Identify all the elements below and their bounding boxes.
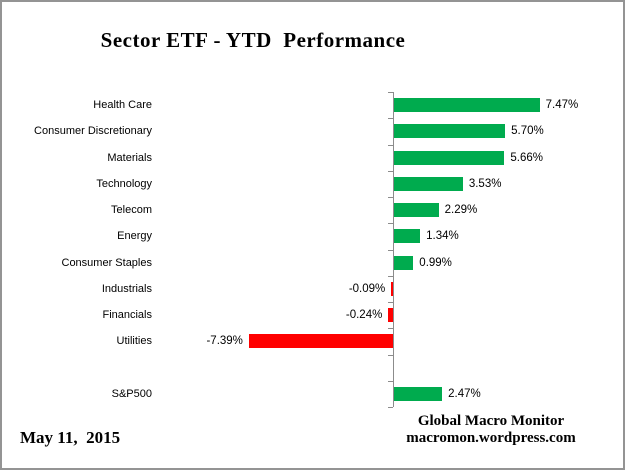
category-label: Industrials bbox=[101, 282, 152, 295]
bar-negative bbox=[391, 281, 393, 296]
bar-positive bbox=[394, 150, 505, 165]
footer-brand: Global Macro Monitor macromon.wordpress.… bbox=[378, 413, 604, 446]
category-label: Materials bbox=[107, 151, 152, 164]
category-label: Consumer Staples bbox=[61, 256, 153, 269]
value-label: 5.66% bbox=[510, 151, 543, 164]
value-label: -7.39% bbox=[206, 335, 243, 348]
chart-row: Consumer Discretionary 5.70% bbox=[2, 118, 623, 144]
bar-positive bbox=[394, 255, 414, 270]
chart-title: Sector ETF - YTD Performance bbox=[100, 28, 406, 52]
chart-row: Energy 1.34% bbox=[2, 223, 623, 249]
axis-tick bbox=[388, 118, 393, 119]
category-label: Utilities bbox=[116, 335, 152, 348]
axis-tick bbox=[388, 328, 393, 329]
value-label: 7.47% bbox=[545, 99, 579, 112]
axis-tick bbox=[388, 276, 393, 277]
category-label: Energy bbox=[117, 230, 152, 243]
footer-brand-name: Global Macro Monitor bbox=[417, 413, 565, 429]
value-label: 3.53% bbox=[468, 177, 502, 190]
axis-tick bbox=[388, 92, 393, 93]
chart-row: Consumer Staples 0.99% bbox=[2, 250, 623, 276]
chart-row: Telecom 2.29% bbox=[2, 197, 623, 223]
value-label: 0.99% bbox=[419, 256, 452, 269]
bar-positive bbox=[394, 203, 439, 218]
bar-positive bbox=[394, 229, 421, 244]
axis-tick bbox=[388, 171, 393, 172]
chart-row: Industrials -0.09% bbox=[2, 276, 623, 302]
value-label: 1.34% bbox=[426, 230, 459, 243]
category-label: Financials bbox=[102, 309, 152, 322]
category-label: Telecom bbox=[111, 204, 152, 217]
chart-row: Materials 5.66% bbox=[2, 145, 623, 171]
value-label: -0.09% bbox=[348, 282, 386, 295]
chart-row: S&P500 2.47% bbox=[2, 381, 623, 407]
category-label: Health Care bbox=[93, 99, 152, 112]
axis-tick bbox=[388, 197, 393, 198]
bar-positive bbox=[394, 386, 443, 401]
category-label: Consumer Discretionary bbox=[34, 125, 152, 138]
axis-tick bbox=[388, 355, 393, 356]
bar-positive bbox=[394, 98, 540, 113]
category-label: S&P500 bbox=[111, 387, 152, 400]
chart-row: Technology 3.53% bbox=[2, 171, 623, 197]
bar-negative bbox=[248, 334, 393, 349]
axis-tick bbox=[388, 250, 393, 251]
axis-tick bbox=[388, 145, 393, 146]
bar-positive bbox=[394, 176, 463, 191]
footer-date: May 11, 2015 bbox=[20, 428, 121, 447]
value-label: 2.47% bbox=[448, 387, 481, 400]
value-label: 2.29% bbox=[444, 204, 478, 217]
value-label: 5.70% bbox=[511, 125, 544, 138]
axis-tick bbox=[388, 381, 393, 382]
bar-positive bbox=[394, 124, 506, 139]
zero-baseline-axis bbox=[393, 92, 394, 407]
axis-tick bbox=[388, 407, 393, 408]
bar-negative bbox=[388, 308, 393, 323]
value-label: -0.24% bbox=[345, 309, 383, 322]
chart-row: Financials -0.24% bbox=[2, 302, 623, 328]
chart-spacer-row bbox=[2, 355, 623, 381]
footer-brand-url: macromon.wordpress.com bbox=[406, 429, 576, 446]
chart-row: Utilities -7.39% bbox=[2, 328, 623, 354]
axis-tick bbox=[388, 223, 393, 224]
plot-area: Health Care 7.47% Consumer Discretionary 5.… bbox=[2, 92, 623, 408]
axis-tick bbox=[388, 302, 393, 303]
category-label: Technology bbox=[96, 177, 152, 190]
chart-row: Health Care 7.47% bbox=[2, 92, 623, 118]
